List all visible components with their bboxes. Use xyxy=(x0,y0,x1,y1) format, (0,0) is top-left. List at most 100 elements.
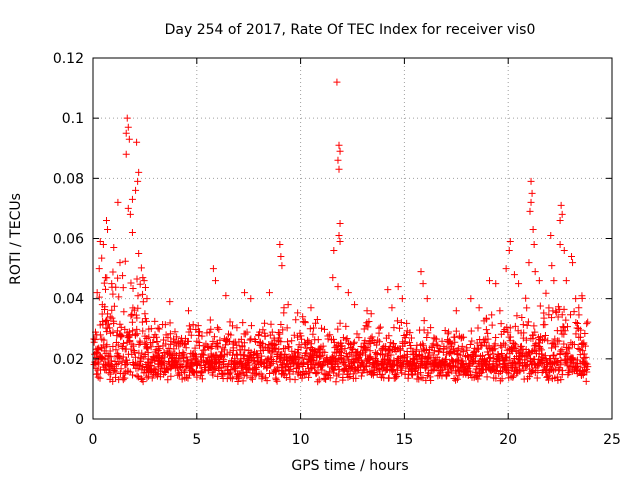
data-point xyxy=(214,372,222,380)
data-point xyxy=(189,352,197,360)
data-point xyxy=(541,352,549,360)
data-point xyxy=(102,361,110,369)
data-point xyxy=(341,345,349,353)
data-point xyxy=(150,365,158,373)
data-point xyxy=(124,204,132,212)
data-point xyxy=(316,353,324,361)
data-point xyxy=(300,370,308,378)
data-point xyxy=(568,253,576,261)
data-point xyxy=(520,329,528,337)
data-point xyxy=(555,365,563,373)
data-point xyxy=(557,376,565,384)
data-point xyxy=(333,78,341,86)
data-point xyxy=(265,289,273,297)
data-point xyxy=(577,326,585,334)
data-point xyxy=(280,304,288,312)
data-point xyxy=(151,317,159,325)
data-point xyxy=(488,311,496,319)
data-point xyxy=(406,329,414,337)
data-point xyxy=(558,210,566,218)
data-point xyxy=(577,372,585,380)
axes: 0 0.02 0.04 0.06 0.08 0.1 0.12 0 5 10 15 20 25 xyxy=(53,51,621,448)
data-point xyxy=(280,353,288,361)
data-point xyxy=(330,247,338,255)
data-point xyxy=(139,378,147,386)
data-point xyxy=(93,289,101,297)
data-point xyxy=(114,274,122,282)
data-point xyxy=(184,374,192,382)
data-point xyxy=(288,337,296,345)
data-point xyxy=(337,354,345,362)
data-point xyxy=(450,374,458,382)
data-point xyxy=(138,318,146,326)
data-point xyxy=(148,374,156,382)
data-point xyxy=(438,337,446,345)
data-point xyxy=(476,336,484,344)
data-point xyxy=(503,368,511,376)
data-point xyxy=(525,373,533,381)
data-point xyxy=(131,353,139,361)
data-point xyxy=(444,330,452,338)
data-point xyxy=(402,360,410,368)
data-point xyxy=(480,317,488,325)
data-point xyxy=(492,374,500,382)
data-point xyxy=(430,360,438,368)
data-point xyxy=(527,198,535,206)
data-point xyxy=(134,292,142,300)
data-point xyxy=(95,353,103,361)
data-point xyxy=(134,373,142,381)
data-point xyxy=(375,338,383,346)
data-point xyxy=(379,360,387,368)
data-point xyxy=(331,360,339,368)
data-point xyxy=(575,311,583,319)
data-point xyxy=(537,333,545,341)
data-point xyxy=(364,323,372,331)
data-point xyxy=(292,316,300,324)
data-point xyxy=(298,374,306,382)
data-point xyxy=(133,325,141,333)
data-point xyxy=(564,343,572,351)
data-point xyxy=(149,339,157,347)
data-point xyxy=(583,320,591,328)
data-point xyxy=(284,338,292,346)
data-point xyxy=(305,373,313,381)
data-point xyxy=(94,345,102,353)
data-point xyxy=(143,295,151,303)
data-point xyxy=(396,353,404,361)
data-point xyxy=(167,372,175,380)
data-point xyxy=(119,284,127,292)
data-point xyxy=(330,335,338,343)
data-point xyxy=(109,377,117,385)
data-point xyxy=(101,305,109,313)
data-point xyxy=(483,373,491,381)
data-point xyxy=(455,371,463,379)
data-point xyxy=(141,310,149,318)
data-point xyxy=(458,360,466,368)
data-point xyxy=(276,241,284,249)
data-point xyxy=(485,344,493,352)
data-point xyxy=(225,370,233,378)
data-point xyxy=(570,308,578,316)
data-point xyxy=(183,353,191,361)
data-point xyxy=(241,289,249,297)
data-point xyxy=(552,307,560,315)
data-point xyxy=(488,321,496,329)
data-point xyxy=(479,351,487,359)
data-point xyxy=(276,330,284,338)
y-axis-label: ROTI / TECUs xyxy=(8,193,24,285)
data-point xyxy=(366,353,374,361)
data-point xyxy=(229,346,237,354)
data-point xyxy=(235,375,243,383)
data-point xyxy=(147,343,155,351)
data-point xyxy=(528,368,536,376)
data-point xyxy=(321,348,329,356)
data-point xyxy=(273,352,281,360)
data-point xyxy=(277,320,285,328)
data-point xyxy=(545,371,553,379)
data-point xyxy=(440,345,448,353)
data-point xyxy=(108,306,116,314)
data-point xyxy=(211,277,219,285)
data-point xyxy=(482,358,490,366)
y-tick-label: 0.04 xyxy=(53,292,84,308)
data-point xyxy=(576,351,584,359)
